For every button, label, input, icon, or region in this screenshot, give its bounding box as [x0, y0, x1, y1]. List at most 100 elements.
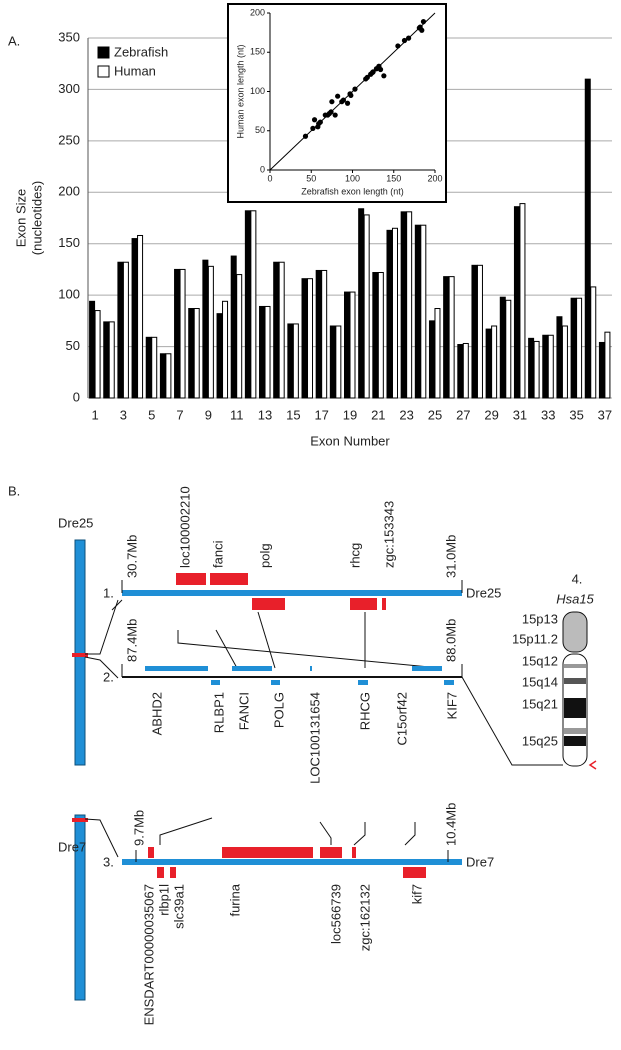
x-tick-label: 31 — [513, 407, 527, 422]
point — [332, 112, 338, 118]
x-tick-label: 3 — [120, 407, 127, 422]
point — [373, 66, 380, 72]
point — [315, 124, 321, 130]
x-tick-label: 35 — [569, 407, 583, 422]
bar — [363, 214, 370, 399]
bar — [344, 291, 350, 399]
x-tick-label: 100 — [345, 173, 360, 183]
band-label: 15q25 — [522, 733, 558, 748]
x-axis-label: Zebrafish exon length (nt) — [301, 186, 404, 196]
bar — [244, 210, 251, 399]
gene-box — [350, 598, 377, 610]
bar — [414, 224, 421, 399]
bar — [476, 264, 483, 399]
bar — [598, 341, 605, 399]
bar — [584, 78, 591, 399]
bar — [292, 323, 299, 399]
connector — [177, 630, 441, 669]
bar — [165, 353, 172, 399]
bar — [307, 278, 314, 399]
band-label: 15q21 — [522, 696, 558, 711]
bar — [528, 337, 535, 399]
x-tick-label: 11 — [230, 407, 244, 422]
gene-box — [310, 666, 312, 671]
gene-label: FANCI — [236, 692, 251, 730]
x-tick-label: 15 — [286, 407, 300, 422]
point — [406, 35, 412, 41]
bar — [273, 261, 280, 399]
chromosome-bar — [74, 539, 86, 766]
track-number: 3. — [103, 854, 114, 869]
y-tick-label: 200 — [250, 7, 265, 17]
gene-box — [170, 867, 176, 878]
point — [368, 71, 374, 77]
band — [564, 728, 586, 734]
gene-label: rhcg — [347, 543, 362, 568]
bar — [377, 272, 384, 399]
gene-label: slc39a1 — [171, 884, 186, 929]
y-tick-label: 250 — [58, 132, 80, 147]
gene-box — [145, 666, 208, 671]
bar — [159, 353, 166, 399]
y-tick-label: 50 — [255, 125, 265, 135]
legend-swatch — [97, 65, 110, 78]
bar — [576, 297, 583, 399]
bar — [471, 264, 478, 399]
x-tick-label: 23 — [399, 407, 413, 422]
connector — [319, 821, 332, 845]
zoom-line — [84, 818, 119, 858]
gene-label: loc100002210 — [177, 486, 192, 568]
bar — [448, 276, 455, 399]
x-tick-label: 5 — [148, 407, 155, 422]
band-label: 15p11.2 — [512, 631, 558, 646]
gene-label: rlbp1l — [156, 884, 171, 916]
y-axis-label: (nucleotides) — [29, 181, 44, 255]
bar — [519, 203, 526, 399]
x-tick-label: 29 — [484, 407, 498, 422]
bar — [400, 211, 407, 399]
bar — [89, 300, 96, 399]
x-tick-label: 25 — [428, 407, 442, 422]
bar — [561, 325, 568, 399]
bar — [193, 308, 200, 399]
x-tick-label: 17 — [314, 407, 328, 422]
x-tick-label: 150 — [386, 173, 401, 183]
x-tick-label: 33 — [541, 407, 555, 422]
bar — [216, 313, 223, 399]
y-tick-label: 150 — [58, 235, 80, 250]
bar — [236, 274, 243, 399]
band — [564, 698, 586, 718]
gene-label: zgc:153343 — [381, 501, 396, 568]
band-label: 15q14 — [522, 674, 558, 689]
x-tick-label: 27 — [456, 407, 470, 422]
band-label: 15q12 — [522, 653, 558, 668]
gene-box — [210, 573, 248, 585]
bar — [372, 272, 379, 399]
gene-label: furina — [227, 883, 242, 916]
zoom-line — [84, 656, 119, 679]
bar — [491, 325, 498, 399]
gene-box — [352, 847, 356, 858]
gene-label: ABHD2 — [149, 692, 164, 735]
y-tick-label: 100 — [250, 86, 265, 96]
gene-label: fanci — [210, 540, 225, 568]
point — [329, 99, 335, 105]
track-name: Dre25 — [466, 585, 501, 600]
bar — [264, 305, 271, 399]
bar — [570, 297, 577, 399]
y-tick-label: 0 — [260, 164, 265, 174]
bar — [406, 211, 413, 399]
bar — [151, 336, 158, 399]
y-tick-label: 300 — [58, 81, 80, 96]
bar — [462, 342, 469, 399]
point — [302, 133, 309, 139]
gene-label: KIF7 — [444, 692, 459, 719]
bar — [278, 261, 285, 399]
arrow — [588, 760, 597, 770]
bar — [329, 325, 336, 399]
point — [420, 19, 427, 25]
chromosome-label: Dre7 — [58, 839, 86, 854]
bar — [145, 336, 152, 399]
x-tick-label: 37 — [598, 407, 612, 422]
